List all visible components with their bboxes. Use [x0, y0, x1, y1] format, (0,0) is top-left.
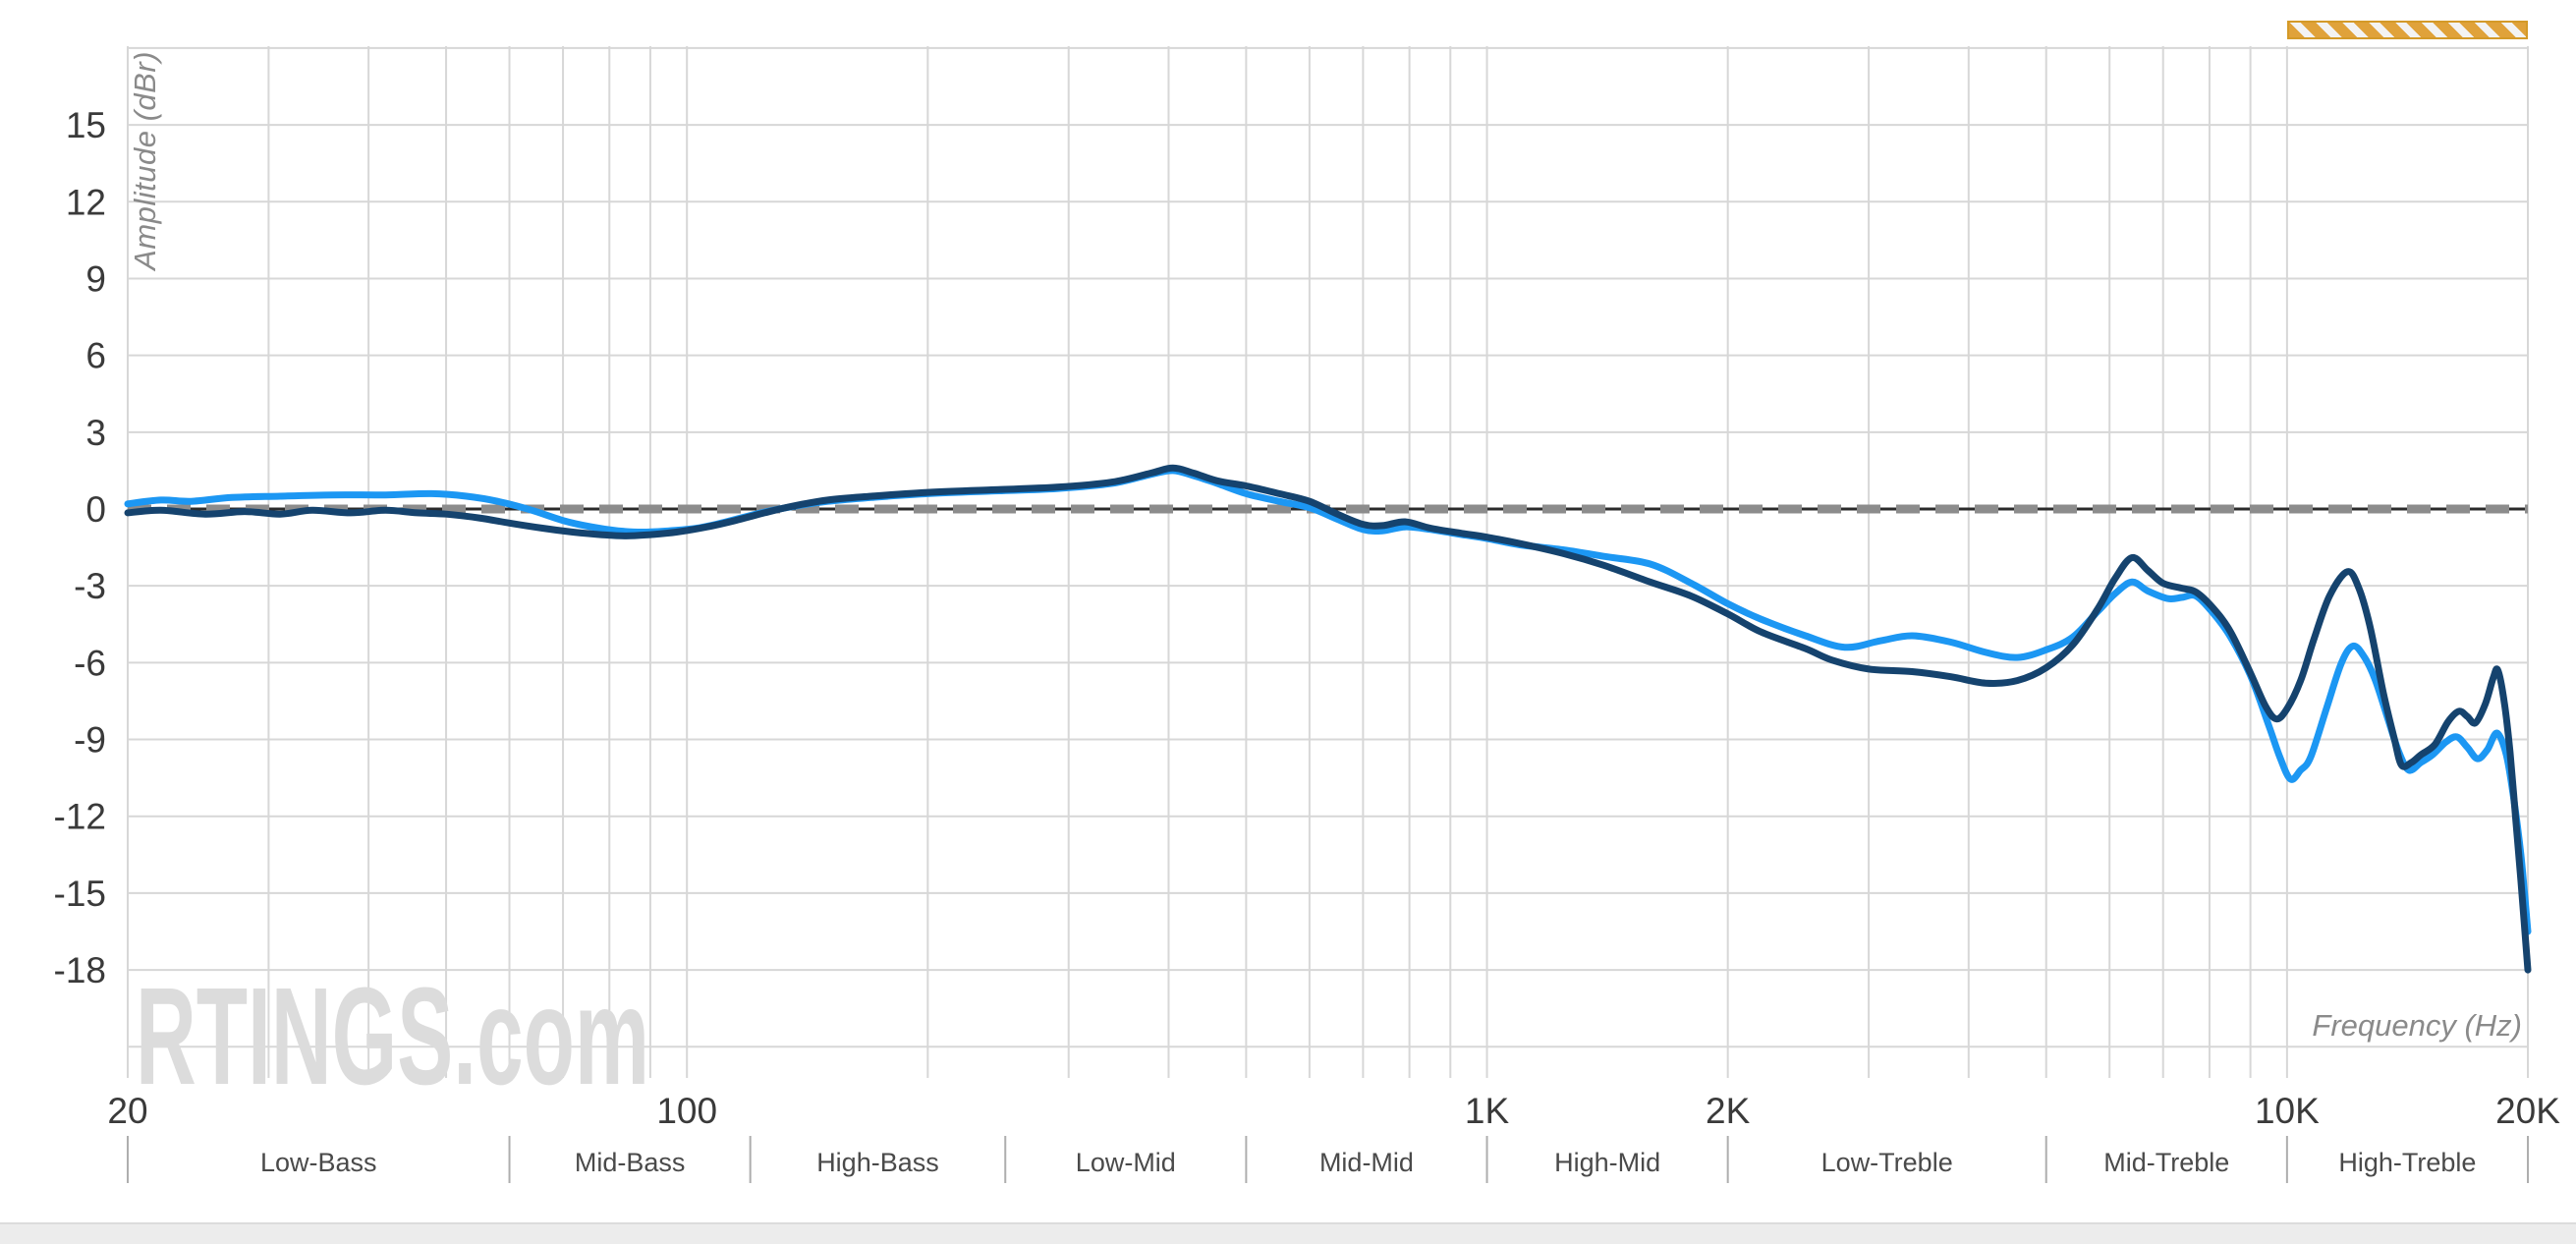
band-label: Low-Mid	[1076, 1148, 1176, 1177]
svg-text:20: 20	[107, 1091, 147, 1131]
svg-text:-12: -12	[54, 797, 106, 837]
band-label: Mid-Bass	[575, 1148, 686, 1177]
svg-text:12: 12	[66, 182, 106, 222]
svg-text:-9: -9	[74, 720, 106, 761]
grid-layer	[127, 46, 2529, 1078]
x-axis-title: Frequency (Hz)	[2312, 1008, 2522, 1043]
y-axis-tick-labels: 15 12 9 6 3 0 -3 -6 -9 -12 -15 -18	[54, 105, 106, 990]
band-label: High-Mid	[1554, 1148, 1660, 1177]
band-label: Low-Treble	[1821, 1148, 1953, 1177]
svg-text:-15: -15	[54, 874, 106, 914]
svg-text:9: 9	[85, 258, 106, 299]
svg-text:0: 0	[85, 489, 106, 530]
x-axis-tick-labels: 20 100 1K 2K 10K 20K	[107, 1091, 2560, 1131]
footer-bar	[0, 1222, 2576, 1244]
svg-text:2K: 2K	[1706, 1091, 1751, 1131]
band-label: High-Treble	[2338, 1148, 2476, 1177]
band-label: Mid-Treble	[2103, 1148, 2229, 1177]
svg-text:-3: -3	[74, 566, 106, 606]
svg-text:10K: 10K	[2255, 1091, 2320, 1131]
response-light-blue-curve	[124, 467, 2532, 935]
band-label: Low-Bass	[260, 1148, 377, 1177]
svg-text:1K: 1K	[1465, 1091, 1510, 1131]
y-axis-title: Amplitude (dBr)	[128, 51, 162, 270]
svg-text:3: 3	[85, 413, 106, 453]
svg-text:20K: 20K	[2495, 1091, 2560, 1131]
svg-text:-6: -6	[74, 643, 106, 683]
svg-text:-18: -18	[54, 950, 106, 990]
band-label: High-Bass	[816, 1148, 939, 1177]
svg-text:6: 6	[85, 336, 106, 376]
frequency-band-row: Low-Bass Mid-Bass High-Bass Low-Mid Mid-Mid H…	[127, 1136, 2529, 1183]
rtings-watermark: RTINGS.com	[136, 958, 649, 1113]
unreliable-range-hatched-marker	[2286, 21, 2528, 39]
band-label: Mid-Mid	[1319, 1148, 1414, 1177]
svg-text:100: 100	[656, 1091, 717, 1131]
svg-text:15: 15	[66, 105, 106, 145]
response-dark-blue-curve	[124, 464, 2532, 974]
